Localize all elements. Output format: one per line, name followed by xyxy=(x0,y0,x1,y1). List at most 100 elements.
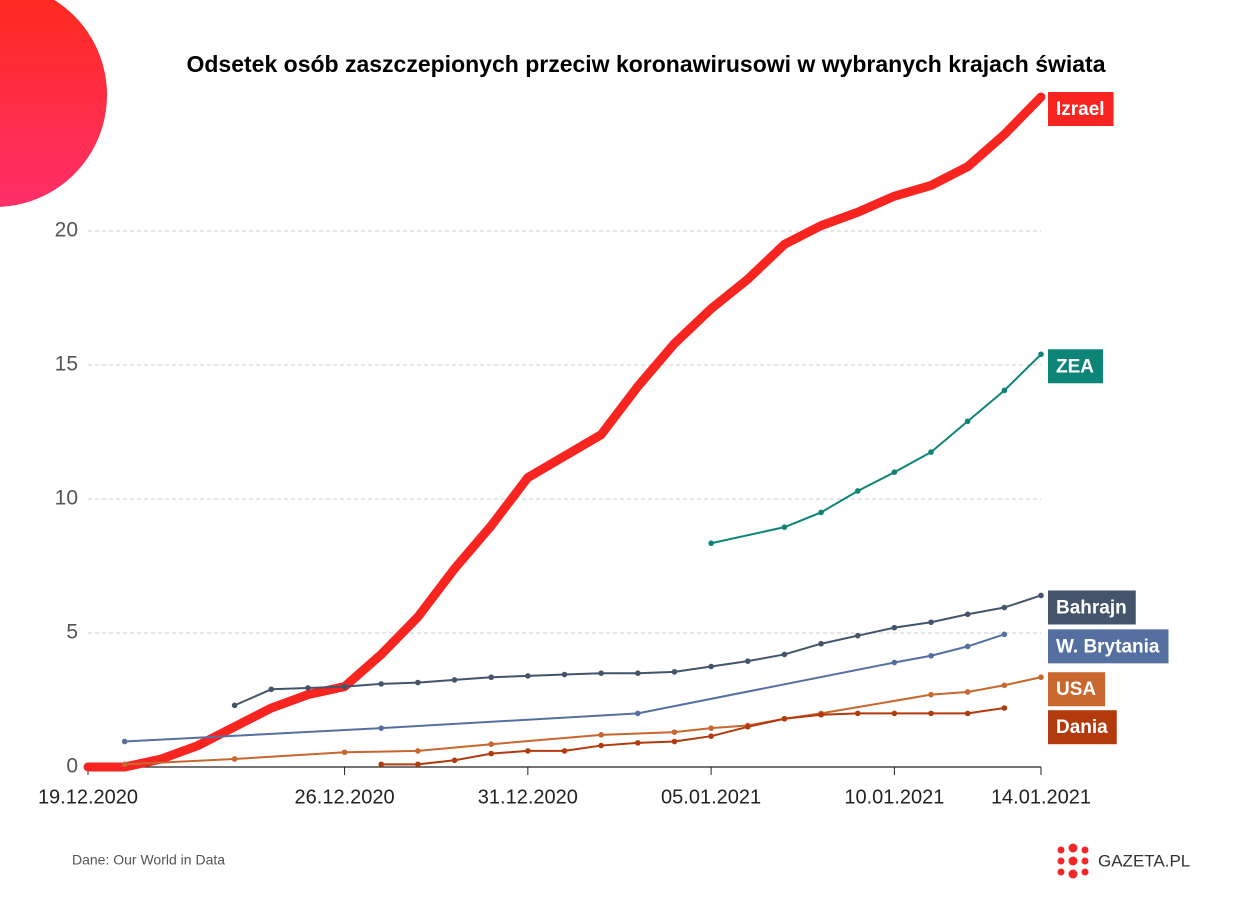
point xyxy=(1001,631,1008,638)
series-line xyxy=(380,707,1006,766)
legend-box xyxy=(1048,672,1106,707)
series-line xyxy=(233,594,1042,707)
point xyxy=(891,710,898,717)
point xyxy=(854,488,861,494)
x-tick-label: 05.01.2021 xyxy=(661,786,761,808)
point xyxy=(378,725,385,731)
x-tick-label: 10.01.2021 xyxy=(844,786,944,808)
legend-label: W. Brytania xyxy=(1056,636,1160,657)
legend-box xyxy=(1048,590,1136,625)
point xyxy=(744,658,751,664)
y-tick-label: 20 xyxy=(55,219,78,242)
x-tick-label: 19.12.2020 xyxy=(38,786,138,808)
legend-label: Bahrajn xyxy=(1056,597,1127,618)
point xyxy=(708,725,714,731)
point xyxy=(744,724,751,730)
point xyxy=(928,449,934,455)
point xyxy=(561,671,568,678)
x-tick-label: 14.01.2021 xyxy=(991,786,1091,808)
point xyxy=(341,749,348,756)
point xyxy=(671,738,678,745)
logo-dots xyxy=(1057,843,1089,879)
point xyxy=(378,761,385,768)
point xyxy=(964,689,971,695)
point xyxy=(525,673,531,679)
point xyxy=(818,509,824,516)
legend-box xyxy=(1048,92,1114,126)
legend-box xyxy=(1048,710,1117,745)
point xyxy=(1001,604,1008,611)
point xyxy=(231,702,238,709)
decoration xyxy=(0,0,107,207)
point xyxy=(598,670,604,676)
point xyxy=(598,742,604,749)
series-line xyxy=(123,676,1042,766)
point xyxy=(928,691,934,698)
point xyxy=(231,756,238,762)
point xyxy=(415,748,421,754)
x-tick-label: 31.12.2020 xyxy=(478,786,578,808)
point xyxy=(635,740,641,746)
point xyxy=(891,624,898,631)
point xyxy=(781,715,788,722)
point xyxy=(341,683,348,690)
point xyxy=(415,679,421,686)
point xyxy=(1001,705,1008,711)
y-tick-label: 5 xyxy=(66,621,78,644)
point xyxy=(964,710,971,717)
point xyxy=(928,652,934,659)
point xyxy=(268,686,275,693)
point xyxy=(488,674,494,681)
point xyxy=(598,732,604,738)
point xyxy=(121,738,128,745)
point xyxy=(451,757,458,764)
point xyxy=(488,741,494,748)
point xyxy=(1001,682,1008,689)
point xyxy=(378,681,385,687)
point xyxy=(854,632,861,639)
point xyxy=(635,670,641,676)
point xyxy=(305,685,311,691)
point xyxy=(1038,592,1044,599)
legend-label: ZEA xyxy=(1056,356,1094,377)
legend-label: Izrael xyxy=(1056,99,1105,120)
point xyxy=(964,643,971,650)
point xyxy=(1001,387,1008,394)
y-tick-label: 15 xyxy=(55,353,78,376)
point xyxy=(415,761,421,768)
point xyxy=(671,729,678,735)
point xyxy=(121,761,128,768)
source: Dane: Our World in Data xyxy=(72,852,225,868)
y-tick-label: 0 xyxy=(66,755,78,778)
series-line xyxy=(83,92,1046,772)
y-tick-label: 10 xyxy=(55,487,78,510)
point xyxy=(854,710,861,717)
point xyxy=(964,418,971,425)
legend-box xyxy=(1048,349,1103,384)
point xyxy=(928,619,934,626)
point xyxy=(1038,351,1044,358)
point xyxy=(708,733,714,739)
point xyxy=(561,748,568,754)
point xyxy=(818,640,824,647)
point xyxy=(928,710,934,717)
series-line xyxy=(123,633,1006,743)
point xyxy=(891,659,898,666)
point xyxy=(781,524,788,530)
legend-label: Dania xyxy=(1056,717,1108,738)
point xyxy=(891,469,898,476)
point xyxy=(818,711,824,718)
chart-title: Odsetek osób zaszczepionych przeciw koro… xyxy=(186,51,1105,77)
series-line xyxy=(710,353,1042,545)
point xyxy=(964,611,971,618)
point xyxy=(451,677,458,683)
point xyxy=(635,710,641,717)
point xyxy=(671,669,678,675)
legend-box xyxy=(1048,629,1169,664)
point xyxy=(1038,674,1044,681)
point xyxy=(708,663,714,670)
point xyxy=(781,651,788,658)
logo: GAZETA.PL xyxy=(1098,851,1190,870)
legend-label: USA xyxy=(1056,679,1096,700)
